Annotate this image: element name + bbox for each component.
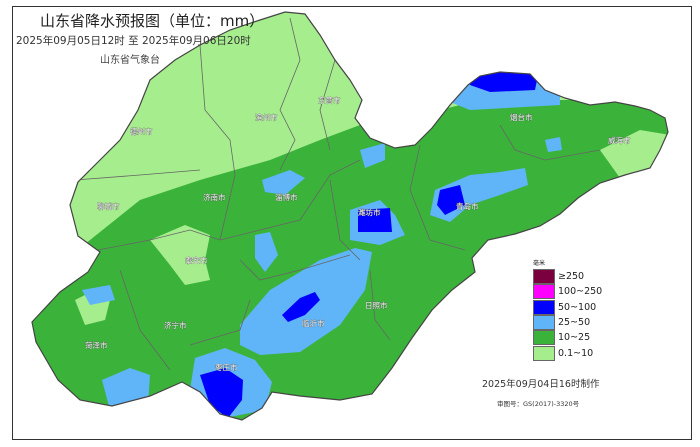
city-label-liaocheng: 聊城市 bbox=[97, 201, 120, 211]
legend-unit: 毫米 bbox=[533, 260, 546, 267]
legend-swatch bbox=[533, 284, 555, 300]
area-0-1-10-taian bbox=[150, 225, 210, 285]
area-25-50-zibo bbox=[262, 170, 305, 195]
city-label-rizhao: 日照市 bbox=[365, 300, 388, 310]
city-boundaries bbox=[74, 17, 601, 371]
review-number: 审图号：GS(2017)-3320号 bbox=[497, 400, 580, 408]
area-25-50-yantai-inland bbox=[545, 137, 562, 152]
legend-item: 0.1~10 bbox=[533, 345, 602, 361]
city-label-weifang: 潍坊市 bbox=[358, 207, 381, 217]
legend-label: 10~25 bbox=[558, 332, 591, 344]
province-outline bbox=[31, 11, 669, 421]
area-50-100-linyi bbox=[282, 292, 320, 322]
production-time: 2025年09月04日16时制作 bbox=[482, 379, 600, 390]
city-label-heze: 菏泽市 bbox=[85, 340, 108, 350]
legend-swatch bbox=[533, 269, 555, 285]
legend-label: 0.1~10 bbox=[558, 347, 594, 359]
area-50-100-qingdao bbox=[437, 185, 465, 215]
legend-swatch bbox=[533, 345, 555, 361]
city-labels: 德州市 滨州市 东营市 聊城市 济南市 淄博市 潍坊市 泰安市 烟台市 威海市 … bbox=[85, 95, 631, 373]
map-frame bbox=[12, 6, 692, 440]
legend-item: ≥250 bbox=[533, 269, 602, 285]
city-label-weihai: 威海市 bbox=[608, 135, 631, 145]
city-label-jinan: 济南市 bbox=[203, 192, 226, 202]
legend-swatch bbox=[533, 330, 555, 346]
area-25-50-dongying bbox=[360, 143, 385, 168]
city-label-jining: 济宁市 bbox=[164, 320, 187, 330]
city-label-taian: 泰安市 bbox=[185, 255, 208, 265]
legend-label: 50~100 bbox=[558, 301, 597, 313]
legend-swatch bbox=[533, 299, 555, 315]
city-label-dongying: 东营市 bbox=[318, 95, 341, 105]
city-label-zaozhuang: 枣庄市 bbox=[215, 362, 238, 372]
agency-name: 山东省气象台 bbox=[100, 55, 160, 66]
area-25-50-liaocheng bbox=[82, 285, 115, 305]
legend-label: 25~50 bbox=[558, 317, 591, 329]
legend-label: ≥250 bbox=[558, 271, 585, 283]
area-25-50-taian bbox=[255, 232, 278, 272]
map-title: 山东省降水预报图（单位：mm） bbox=[40, 12, 265, 30]
area-50-100-yantai bbox=[470, 65, 540, 92]
city-label-zibo: 淄博市 bbox=[275, 192, 298, 202]
legend-item: 100~250 bbox=[533, 284, 603, 300]
legend-item: 25~50 bbox=[533, 315, 602, 331]
area-50-100-weifang bbox=[358, 208, 392, 232]
city-label-qingdao: 青岛市 bbox=[456, 201, 479, 211]
city-label-yantai: 烟台市 bbox=[510, 112, 533, 122]
legend-swatch bbox=[533, 315, 555, 331]
legend-item: 10~25 bbox=[533, 330, 602, 346]
legend-label: 100~250 bbox=[558, 286, 603, 298]
city-label-linyi: 临沂市 bbox=[302, 318, 325, 328]
legend: 毫米 ≥250 100~250 50~100 25~50 10~25 0.1~1… bbox=[533, 258, 602, 361]
forecast-period: 2025年09月05日12时 至 2025年09月06日20时 bbox=[16, 35, 251, 47]
city-label-binzhou: 滨州市 bbox=[255, 112, 278, 122]
city-label-dezhou: 德州市 bbox=[130, 126, 153, 136]
legend-item: 50~100 bbox=[533, 299, 602, 315]
